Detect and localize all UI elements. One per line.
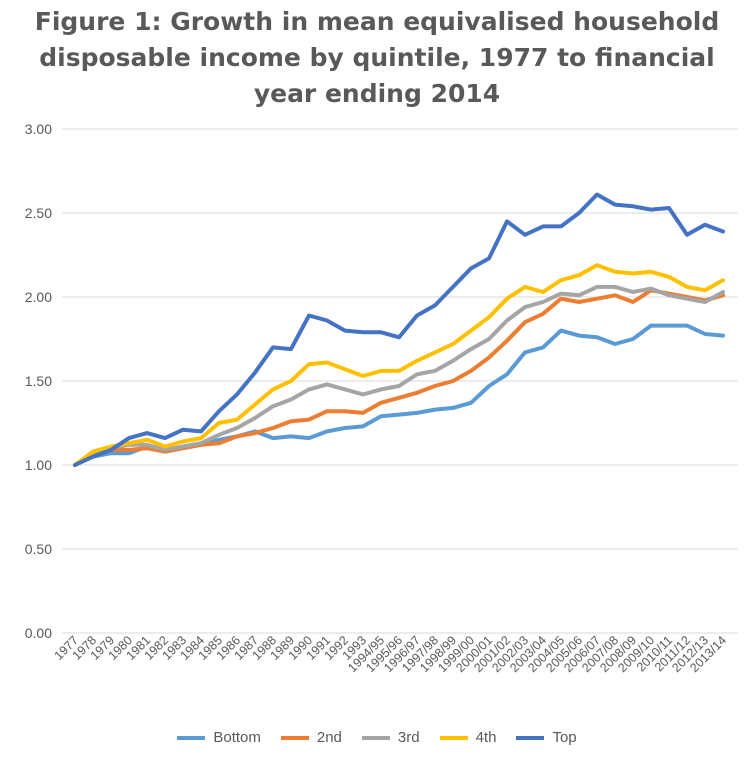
y-tick-label: 2.50 <box>25 205 52 221</box>
y-tick-label: 0.50 <box>25 541 52 557</box>
legend-item-3rd: 3rd <box>361 729 420 746</box>
chart-title: Figure 1: Growth in mean equivalised hou… <box>0 4 754 112</box>
y-tick-label: 1.50 <box>25 373 52 389</box>
legend-swatch <box>439 735 468 740</box>
y-tick-label: 1.00 <box>25 457 52 473</box>
legend-item-4th: 4th <box>439 729 497 746</box>
y-tick-label: 2.00 <box>25 289 52 305</box>
series-line-4th <box>73 263 725 467</box>
legend-swatch <box>361 735 390 740</box>
series-line-3rd <box>73 284 725 467</box>
y-tick-label: 0.00 <box>25 625 52 641</box>
legend-label: Bottom <box>213 729 261 746</box>
chart-title-line-3: year ending 2014 <box>253 79 501 108</box>
legend-swatch <box>516 735 545 740</box>
series-line-top <box>73 192 725 467</box>
legend-swatch <box>280 735 309 740</box>
legend-swatch <box>177 735 206 740</box>
chart-title-line-1: Figure 1: Growth in mean equivalised hou… <box>34 7 720 36</box>
chart-title-line-2: disposable income by quintile, 1977 to f… <box>39 43 715 72</box>
y-tick-label: 3.00 <box>25 121 52 137</box>
legend-label: Top <box>552 729 577 746</box>
series-line-2nd <box>73 288 725 467</box>
legend-item-bottom: Bottom <box>177 729 261 746</box>
legend-label: 3rd <box>397 729 420 746</box>
legend-item-top: Top <box>516 729 577 746</box>
legend-label: 2nd <box>316 729 342 746</box>
legend-label: 4th <box>475 729 497 746</box>
legend-item-2nd: 2nd <box>280 729 342 746</box>
chart-legend: Bottom 2nd 3rd 4th Top <box>0 729 754 746</box>
